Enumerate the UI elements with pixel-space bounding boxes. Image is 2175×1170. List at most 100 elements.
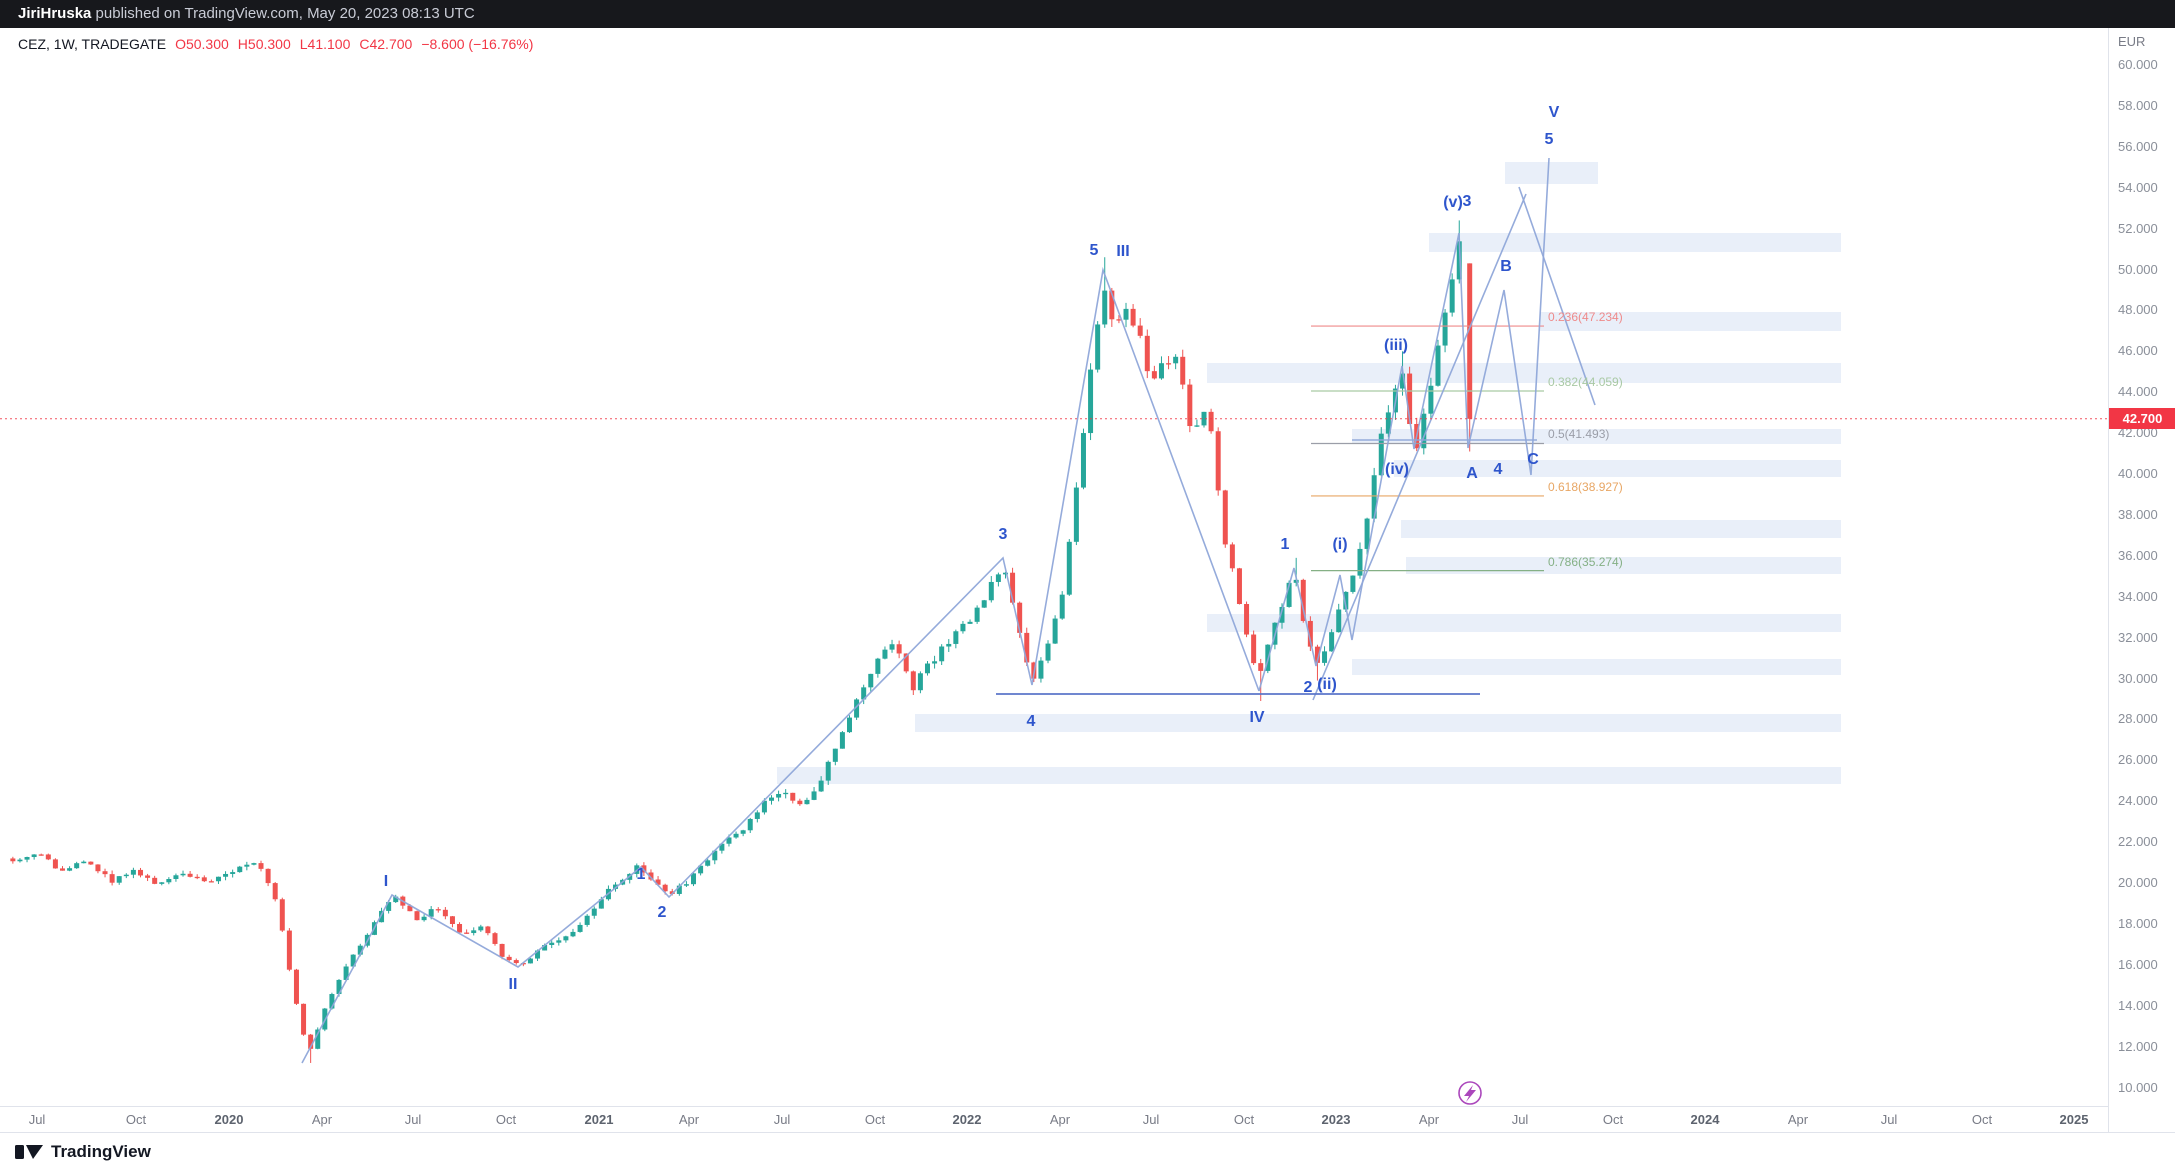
wave-label-iv[interactable]: (iv) — [1385, 461, 1409, 478]
price-tick-label: 58.000 — [2118, 97, 2158, 113]
supply-demand-zone[interactable] — [1394, 460, 1841, 477]
price-tick-label: 34.000 — [2118, 588, 2158, 604]
candle-body — [535, 950, 541, 959]
candle-body — [1038, 660, 1044, 679]
supply-demand-zone[interactable] — [1207, 614, 1841, 632]
wave-label-i[interactable]: (i) — [1332, 536, 1348, 553]
supply-demand-zone[interactable] — [1505, 162, 1598, 184]
candle-body — [166, 879, 172, 883]
candle-body — [1137, 325, 1143, 336]
candle-body — [1229, 544, 1235, 569]
time-axis-label: Jul — [1880, 1112, 1898, 1127]
candle-body — [1123, 308, 1129, 320]
supply-demand-zone[interactable] — [777, 767, 1841, 784]
wave-label-i[interactable]: I — [383, 873, 389, 890]
candle-body — [655, 879, 661, 885]
candle-body — [1371, 475, 1377, 519]
wave-label-ii[interactable]: II — [508, 976, 518, 993]
tradingview-logo-icon — [15, 1144, 43, 1159]
supply-demand-zone[interactable] — [1352, 659, 1841, 675]
candle-body — [1066, 541, 1072, 595]
candle-body — [223, 873, 229, 877]
supply-demand-zone[interactable] — [1540, 312, 1841, 331]
wave-label-5[interactable]: 5 — [1544, 131, 1554, 148]
wave-label-2[interactable]: 2 — [1303, 679, 1313, 696]
candle-body — [868, 673, 874, 688]
candle-body — [903, 653, 909, 672]
drawing-labels-overlay: I II 1 2 3 4 5 III IV 1 2 (i) (ii) (iii) (iv) (v) 3 A 4 B C 5… — [383, 104, 1623, 993]
wave-label-c[interactable]: C — [1527, 451, 1539, 468]
wave-label-iii[interactable]: (iii) — [1384, 337, 1408, 354]
candle-body — [988, 581, 994, 601]
candle-body — [882, 649, 888, 659]
fib-level-label[interactable]: 0.786(35.274) — [1548, 554, 1623, 569]
wave-label-ii[interactable]: (ii) — [1317, 676, 1337, 693]
supply-demand-zone[interactable] — [915, 714, 1841, 732]
candle-body — [995, 574, 1001, 582]
candle-body — [137, 869, 143, 876]
candle-body — [584, 915, 590, 925]
wave-label-v[interactable]: (v) — [1443, 194, 1463, 211]
fib-level-label[interactable]: 0.618(38.927) — [1548, 479, 1623, 494]
wave-label-b[interactable]: B — [1500, 258, 1512, 275]
wave-label-a[interactable]: A — [1466, 465, 1478, 482]
supply-demand-zone[interactable] — [1401, 520, 1841, 538]
candle-body — [1045, 643, 1051, 661]
candle-body — [542, 944, 548, 951]
price-axis[interactable]: EUR 42.700 10.000 12.000 14.000 16.000 18.00… — [2108, 0, 2175, 1132]
candle-body — [194, 876, 200, 879]
candle-body — [74, 863, 80, 869]
tradingview-logo[interactable]: TradingView — [14, 1142, 151, 1162]
candle-body — [1244, 604, 1250, 635]
wave-label-4[interactable]: 4 — [1026, 713, 1036, 730]
flash-icon[interactable] — [1458, 1081, 1482, 1105]
candle-body — [776, 793, 782, 798]
fib-level-label[interactable]: 0.382(44.059) — [1548, 374, 1623, 389]
supply-demand-zone[interactable] — [1406, 557, 1841, 574]
wave-label-1[interactable]: 1 — [636, 866, 646, 883]
wave-label-1[interactable]: 1 — [1280, 536, 1290, 553]
candle-body — [1151, 371, 1157, 379]
wave-label-5[interactable]: 5 — [1089, 242, 1099, 259]
wave-label-2[interactable]: 2 — [657, 904, 667, 921]
candle-body — [386, 902, 392, 911]
fib-level-label[interactable]: 0.236(47.234) — [1548, 310, 1623, 325]
candle-body — [258, 863, 264, 869]
wave-label-v[interactable]: V — [1548, 104, 1560, 121]
time-axis-label: Apr — [311, 1112, 333, 1127]
time-axis-label: 2024 — [1690, 1112, 1720, 1127]
trend-line[interactable] — [301, 266, 1260, 1064]
candle-body — [1166, 363, 1172, 365]
trend-line[interactable] — [1518, 186, 1596, 406]
wave-label-iii[interactable]: III — [1116, 243, 1130, 260]
time-axis-label: Apr — [1049, 1112, 1071, 1127]
price-tick-label: 26.000 — [2118, 752, 2158, 768]
candle-body — [839, 732, 845, 749]
candle-body — [1017, 602, 1023, 633]
candlestick-chart[interactable] — [0, 0, 2108, 1106]
zones — [777, 162, 1841, 784]
supply-demand-zone[interactable] — [1207, 363, 1841, 383]
trend-line[interactable] — [1312, 193, 1527, 701]
time-axis[interactable]: Jul Oct 2020 Apr Jul Oct 2021 Apr Jul Oct 2022 Apr J… — [0, 1106, 2108, 1132]
wave-label-3[interactable]: 3 — [998, 526, 1008, 543]
currency-label: EUR — [2118, 34, 2146, 49]
candle-body — [1435, 345, 1441, 386]
candle-body — [10, 858, 16, 862]
candles[interactable] — [10, 220, 1473, 1063]
candle-body — [577, 924, 583, 932]
candle-body — [662, 884, 668, 892]
wave-label-3[interactable]: 3 — [1462, 193, 1472, 210]
wave-label-iv[interactable]: IV — [1249, 709, 1265, 726]
trend-line[interactable] — [1258, 157, 1550, 692]
symbol-title[interactable]: CEZ, 1W, TRADEGATE — [18, 36, 167, 52]
candle-body — [910, 671, 916, 691]
wave-label-4[interactable]: 4 — [1493, 461, 1503, 478]
candle-body — [109, 874, 115, 883]
candle-body — [846, 717, 852, 733]
symbol-legend: CEZ, 1W, TRADEGATE O50.300 H50.300 L41.100 C… — [18, 36, 533, 52]
fib-level-label[interactable]: 0.5(41.493) — [1548, 427, 1610, 442]
candle-body — [726, 837, 732, 844]
supply-demand-zone[interactable] — [1429, 233, 1841, 252]
